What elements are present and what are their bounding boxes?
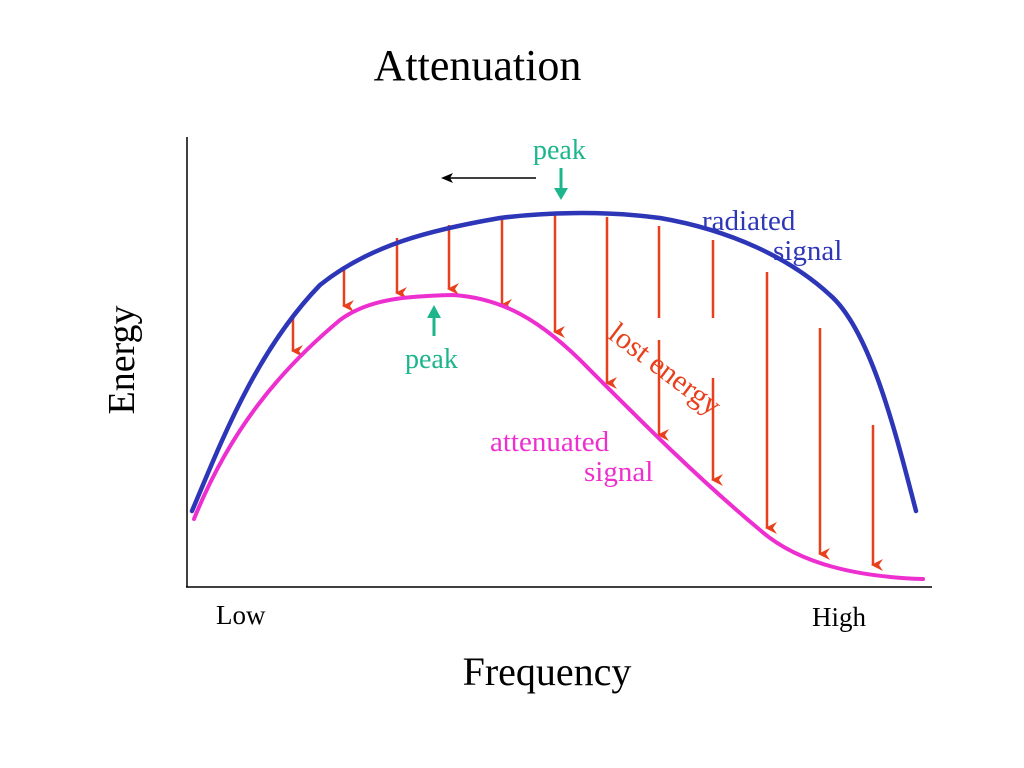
lost-energy-arrows [291,213,883,571]
attenuated-signal-label: attenuated [490,426,610,458]
radiated-signal-label-line2: signal [773,235,843,267]
peak-attenuated-arrowhead [427,305,441,318]
radiated-peak-label: peak [533,135,586,166]
x-axis-label: Frequency [462,649,632,694]
radiated-signal-label: radiated [702,205,796,237]
radiated-signal-curve [189,210,919,514]
chart-title: Attenuation [373,41,582,90]
attenuated-peak-label: peak [405,344,458,375]
peak-shift-arrowhead [441,173,453,183]
x-tick-low: Low [216,600,266,630]
peak-radiated-arrowhead [554,188,568,200]
attenuated-signal-label-line2: signal [584,456,654,488]
attenuated-signal-curve [192,292,925,581]
y-axis-label: Energy [101,305,143,415]
x-tick-high: High [812,602,866,632]
